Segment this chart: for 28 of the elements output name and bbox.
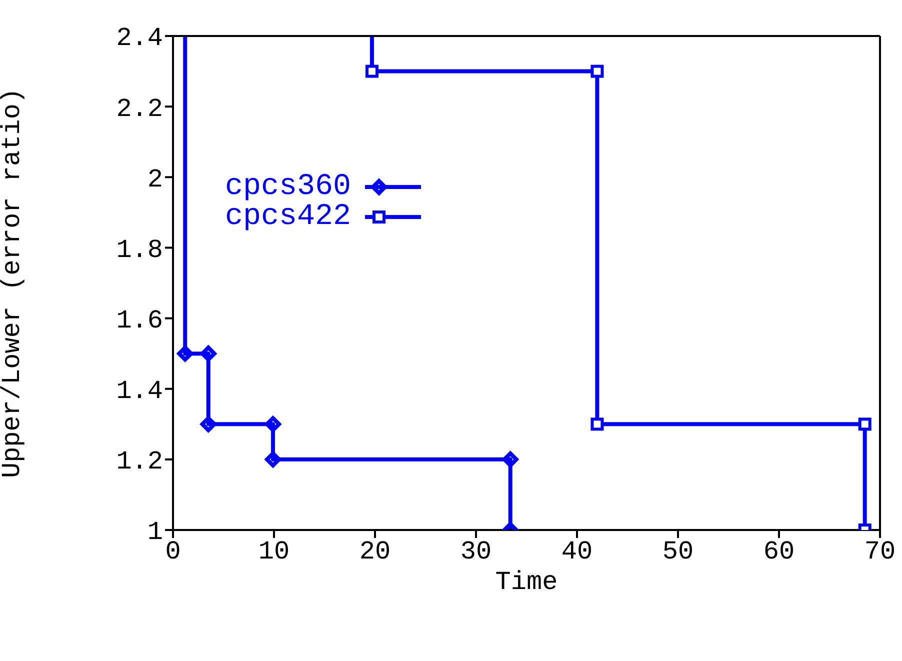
- y-tick-label: 1.6: [116, 306, 163, 336]
- point: [858, 418, 872, 431]
- y-tick-label: 1.8: [116, 234, 163, 265]
- point: [200, 346, 216, 362]
- y-tick-label: 1: [147, 517, 163, 548]
- x-tick-label: 60: [763, 536, 795, 566]
- x-tick-label: 10: [258, 536, 290, 566]
- x-tick-label: 50: [662, 536, 694, 566]
- y-tick-label: 2.2: [116, 94, 163, 124]
- x-tick-label: 70: [864, 536, 896, 566]
- x-tick-label: 30: [460, 536, 492, 566]
- point: [365, 64, 378, 78]
- x-tick-label: 40: [561, 536, 593, 566]
- x-tick-label: 20: [359, 536, 391, 566]
- point: [177, 346, 194, 362]
- point: [590, 418, 604, 431]
- point: [590, 64, 604, 78]
- x-tick-label: 0: [165, 536, 181, 566]
- y-tick-label: 2.4: [116, 23, 163, 54]
- point: [264, 451, 281, 468]
- y-axis-title: Upper/Lower (error ratio): [0, 88, 28, 478]
- x-axis-title: Time: [495, 567, 558, 597]
- point: [264, 416, 281, 432]
- y-tick-label: 1.2: [116, 446, 163, 477]
- y-tick-label: 2: [147, 164, 163, 194]
- point: [200, 416, 216, 432]
- y-tick-label: 1.4: [116, 376, 163, 406]
- point: [502, 451, 518, 468]
